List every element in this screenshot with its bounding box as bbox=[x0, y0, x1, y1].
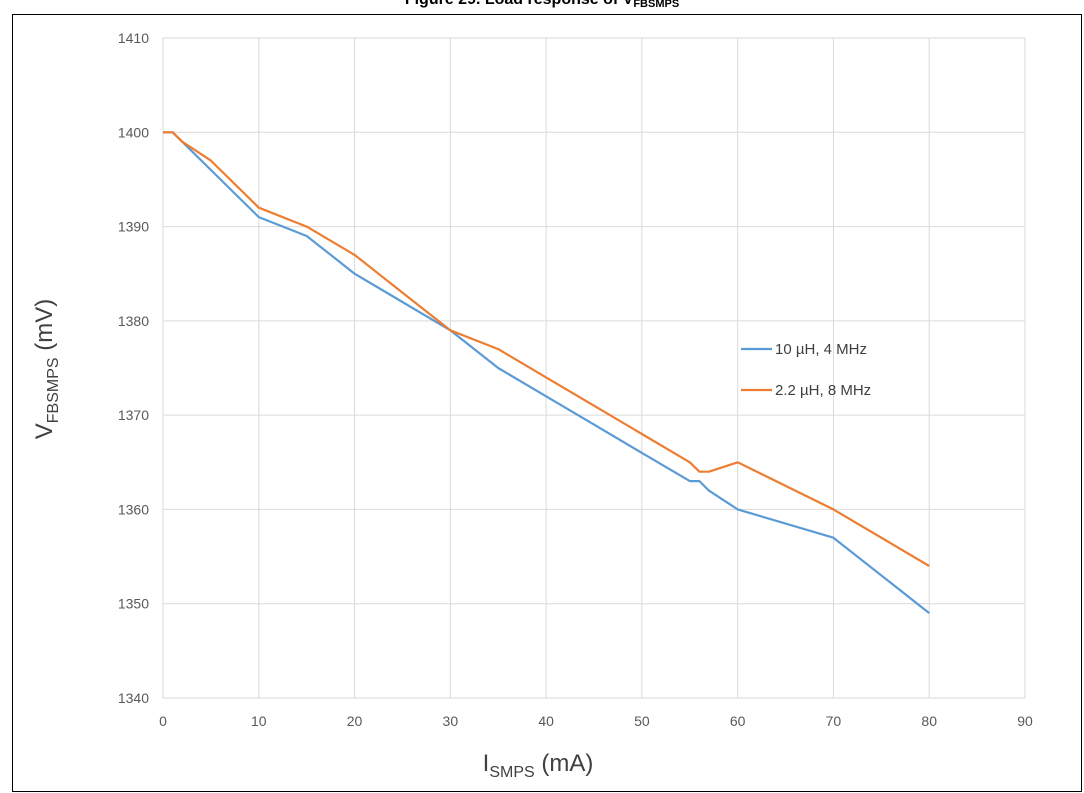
y-tick-label: 1370 bbox=[118, 407, 149, 423]
chart-title: Figure 29. Load response of VFBSMPS bbox=[405, 0, 680, 10]
x-tick-label: 30 bbox=[443, 713, 459, 729]
x-tick-label: 50 bbox=[634, 713, 650, 729]
y-tick-label: 1340 bbox=[118, 690, 149, 706]
x-tick-label: 10 bbox=[251, 713, 267, 729]
y-tick-label: 1400 bbox=[118, 124, 149, 140]
x-tick-label: 70 bbox=[826, 713, 842, 729]
y-tick-label: 1380 bbox=[118, 313, 149, 329]
legend-entry-1: 10 µH, 4 MHz bbox=[741, 341, 867, 358]
x-tick-label: 60 bbox=[730, 713, 746, 729]
series-line-1 bbox=[163, 131, 930, 614]
chart-frame bbox=[12, 14, 1082, 792]
legend: 10 µH, 4 MHz 2.2 µH, 8 MHz bbox=[741, 341, 871, 399]
series-layer bbox=[163, 131, 930, 614]
x-axis-label: ISMPS (mA) bbox=[483, 750, 594, 781]
legend-entry-2: 2.2 µH, 8 MHz bbox=[741, 382, 871, 399]
y-tick-label: 1350 bbox=[118, 596, 149, 612]
legend-label-2: 2.2 µH, 8 MHz bbox=[775, 382, 871, 399]
chart-title-area: Figure 29. Load response of VFBSMPS bbox=[0, 0, 1084, 15]
x-tick-label: 40 bbox=[538, 713, 554, 729]
gridlines bbox=[162, 37, 1026, 699]
y-tick-label: 1410 bbox=[118, 30, 149, 46]
legend-label-1: 10 µH, 4 MHz bbox=[775, 341, 867, 358]
x-tick-label: 80 bbox=[921, 713, 937, 729]
x-tick-label: 90 bbox=[1017, 713, 1033, 729]
y-tick-label: 1390 bbox=[118, 219, 149, 235]
y-axis-label: VFBSMPS (mV) bbox=[31, 299, 62, 439]
series-line-2 bbox=[163, 131, 930, 567]
y-tick-label: 1360 bbox=[118, 501, 149, 517]
x-tick-label: 0 bbox=[159, 713, 167, 729]
x-tick-label: 20 bbox=[347, 713, 363, 729]
tick-labels: 0 10 20 30 40 50 60 70 80 90 1340 1350 1360 1370 1380 1… bbox=[118, 30, 1033, 729]
